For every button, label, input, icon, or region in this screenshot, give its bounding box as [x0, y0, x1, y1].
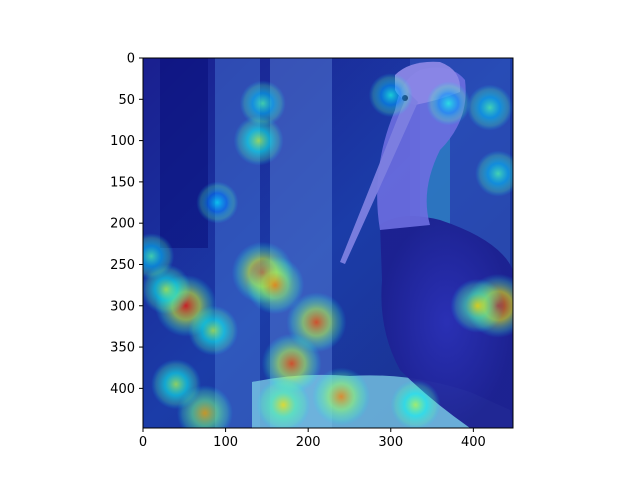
- y-tick-label: 400: [110, 382, 135, 397]
- heatmap-hotspot: [426, 81, 471, 126]
- y-axis: 0 50 100 150 200 250 300 350 400: [110, 52, 143, 397]
- x-tick-label: 200: [296, 435, 321, 450]
- heatmap-hotspot: [196, 181, 239, 224]
- heatmap-hotspot: [246, 256, 305, 315]
- axes-frame: [142, 57, 514, 429]
- y-tick-label: 250: [110, 258, 135, 273]
- heatmap-hotspot: [368, 73, 413, 118]
- heatmap-hotspot: [475, 150, 513, 197]
- x-tick-label: 400: [461, 435, 486, 450]
- x-tick-label: 0: [139, 435, 147, 450]
- pelican-body: [380, 216, 513, 428]
- heatmap-hotspot: [390, 379, 441, 428]
- x-tick-label: 100: [213, 435, 238, 450]
- y-tick-label: 100: [110, 134, 135, 149]
- heatmap-hotspot: [466, 84, 513, 131]
- pelican-bill: [340, 92, 418, 264]
- axes: 0 100 200 300 400 0 50 100 150 200 250 300 350 400: [110, 52, 514, 450]
- heatmap-hotspot: [151, 359, 202, 410]
- image-area: [143, 58, 513, 428]
- y-tick-label: 300: [110, 299, 135, 314]
- heatmap-hotspot: [239, 80, 286, 127]
- heatmap-hotspot: [450, 278, 505, 333]
- heatmap-hotspot: [188, 305, 239, 356]
- x-tick-label: 300: [378, 435, 403, 450]
- x-axis: 0 100 200 300 400: [139, 428, 486, 450]
- heatmap-overlay: [143, 73, 513, 428]
- heatmap-hotspot: [261, 333, 322, 394]
- background-column-dark: [160, 58, 208, 248]
- y-tick-label: 200: [110, 217, 135, 232]
- heatmap-hotspot: [312, 367, 371, 426]
- y-tick-label: 150: [110, 175, 135, 190]
- y-tick-label: 50: [118, 93, 135, 108]
- y-tick-label: 0: [127, 52, 135, 67]
- y-tick-label: 350: [110, 341, 135, 356]
- heatmap-hotspot: [143, 233, 175, 280]
- heatmap-hotspot: [233, 115, 284, 166]
- heatmap-hotspot: [256, 377, 311, 428]
